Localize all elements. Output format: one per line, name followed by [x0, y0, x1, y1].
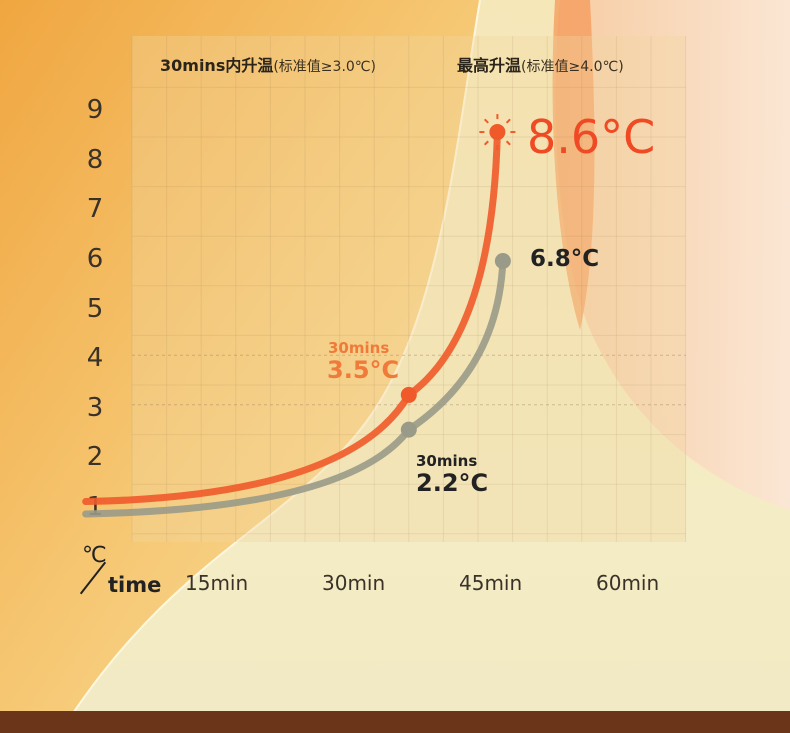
- x-tick-label: 45min: [459, 571, 523, 595]
- y-tick-label: 3: [86, 392, 104, 423]
- bottom-bar: [0, 711, 790, 733]
- orange-max-value: 8.6°C: [527, 110, 656, 164]
- sun-icon-ray: [483, 140, 489, 146]
- sun-icon-ray: [483, 118, 489, 124]
- grey-mid-time: 30mins: [416, 452, 478, 470]
- grey-max-value: 6.8°C: [530, 246, 600, 272]
- plot-area: [132, 36, 686, 542]
- sun-icon-ray: [505, 118, 511, 124]
- data-point-max: [489, 124, 506, 141]
- grey-mid-value: 2.2°C: [416, 469, 489, 497]
- orange-mid-time: 30mins: [328, 339, 390, 357]
- orange-mid-value: 3.5°C: [327, 356, 400, 384]
- header-max-rise: 最高升温(标准值≥4.0℃): [457, 56, 624, 75]
- series-line: [82, 128, 501, 506]
- sun-icon-ray: [505, 140, 511, 146]
- y-tick-label: 5: [86, 293, 104, 324]
- y-tick-label: 8: [86, 144, 104, 175]
- x-unit-label: time: [108, 573, 162, 597]
- data-point-30min: [400, 386, 417, 403]
- x-tick-label: 60min: [596, 571, 660, 595]
- series-line: [82, 257, 507, 518]
- y-tick-label: 6: [86, 244, 104, 274]
- data-point-max: [494, 253, 511, 269]
- x-tick-label: 30min: [322, 571, 386, 595]
- x-tick-label: 15min: [185, 571, 249, 595]
- y-tick-label: 7: [86, 194, 104, 225]
- y-tick-label: 9: [86, 95, 104, 126]
- data-point-30min: [400, 421, 417, 438]
- y-tick-label: 2: [86, 442, 104, 473]
- header-30min-rise: 30mins内升温(标准值≥3.0℃): [160, 56, 376, 75]
- y-tick-label: 4: [86, 343, 104, 374]
